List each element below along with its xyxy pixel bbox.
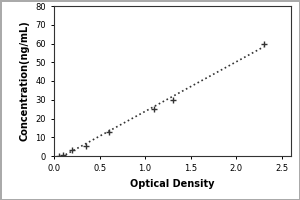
Y-axis label: Concentration(ng/mL): Concentration(ng/mL) [20,21,29,141]
X-axis label: Optical Density: Optical Density [130,179,215,189]
